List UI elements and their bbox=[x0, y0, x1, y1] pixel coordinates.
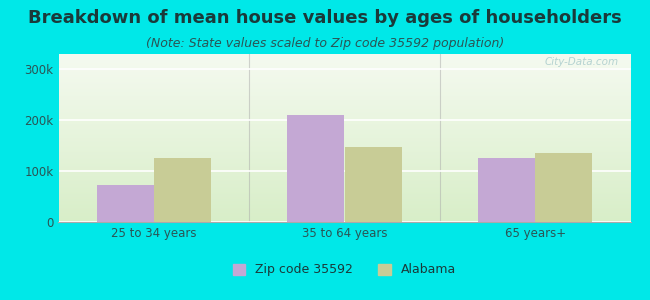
Bar bbox=[344, 147, 402, 222]
Bar bbox=[535, 153, 592, 222]
Text: Breakdown of mean house values by ages of householders: Breakdown of mean house values by ages o… bbox=[28, 9, 622, 27]
Text: (Note: State values scaled to Zip code 35592 population): (Note: State values scaled to Zip code 3… bbox=[146, 38, 504, 50]
Bar bbox=[154, 158, 211, 222]
Bar bbox=[287, 115, 344, 222]
Text: City-Data.com: City-Data.com bbox=[545, 57, 619, 68]
Legend: Zip code 35592, Alabama: Zip code 35592, Alabama bbox=[228, 259, 461, 281]
Bar bbox=[97, 185, 154, 222]
Bar bbox=[478, 158, 535, 222]
